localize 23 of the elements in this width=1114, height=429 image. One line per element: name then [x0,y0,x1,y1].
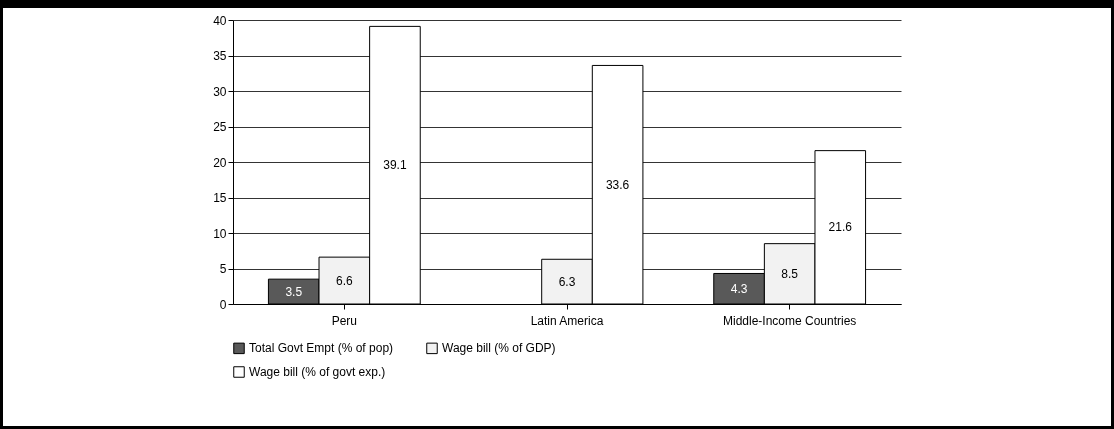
data-label: 8.5 [781,266,799,281]
y-tick-label: 10 [213,226,227,241]
y-tick-label: 20 [213,155,227,170]
y-tick-label: 5 [219,262,227,276]
y-tick-label: 35 [213,49,227,63]
data-label: 6.6 [335,273,353,288]
data-label: 21.6 [828,220,853,235]
data-label: 33.6 [605,177,630,192]
legend-label: Total Govt Empt (% of pop) [249,341,394,356]
legend-label: Wage bill (% of GDP) [442,341,556,356]
data-label: 6.3 [558,274,576,289]
x-tick-label: Middle-Income Countries [722,313,857,328]
y-tick-label: 15 [213,191,227,205]
data-label: 4.3 [730,281,748,296]
legend-label: Wage bill (% of govt exp.) [249,365,386,379]
y-tick-label: 25 [213,120,227,134]
data-label: 39.1 [383,158,407,173]
y-tick-label: 0 [219,297,227,312]
x-tick-label: Peru [331,313,358,328]
x-tick-label: Latin America [530,313,604,328]
y-tick-label: 40 [213,13,227,28]
y-tick-label: 30 [213,84,227,99]
data-label: 3.5 [285,284,303,299]
